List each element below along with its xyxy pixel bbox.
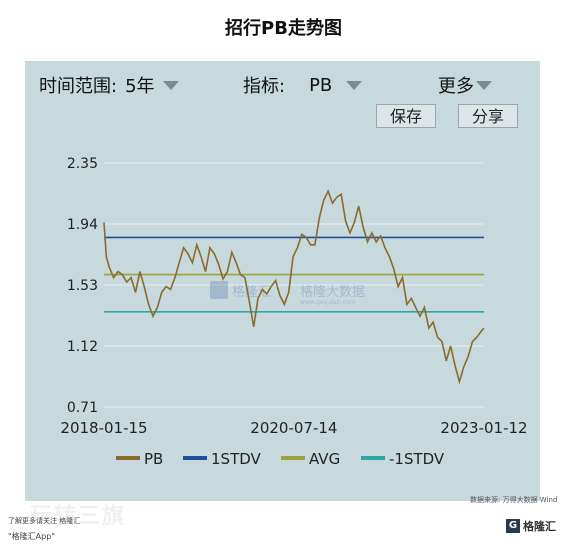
legend-label: PB	[144, 450, 163, 468]
x-tick-label: 2023-01-12	[440, 419, 527, 437]
watermark-text: 格隆大数据	[300, 284, 365, 300]
logo-icon: G	[506, 519, 520, 533]
x-tick-label: 2020-07-14	[250, 419, 337, 437]
indicator-selector[interactable]: 指标: PB	[243, 72, 363, 98]
legend-label: -1STDV	[389, 450, 445, 468]
time-range-label: 时间范围:	[39, 76, 118, 97]
legend-label: 1STDV	[211, 450, 262, 468]
chart-grid	[104, 162, 484, 408]
x-tick-label: 2018-01-15	[60, 419, 147, 437]
legend-label: AVG	[309, 450, 340, 468]
chart-panel	[25, 61, 540, 501]
y-tick-label: 1.12	[67, 339, 98, 355]
more-label: 更多	[438, 76, 474, 97]
watermark-logo-icon	[210, 281, 228, 299]
watermark: 格隆汇 格隆大数据 www.gog.dati.com	[210, 281, 365, 306]
y-tick-label: 1.94	[67, 217, 98, 233]
chevron-down-icon	[476, 80, 492, 90]
logo-text: 格隆汇	[523, 520, 556, 533]
brand-logo: G 格隆汇	[506, 518, 556, 534]
watermark-brand: 格隆汇	[232, 284, 271, 300]
share-button[interactable]: 分享	[458, 104, 518, 128]
data-source: 数据来源: 万得大数据 Wind	[470, 496, 558, 504]
footer-app-note: "格隆汇App"	[8, 532, 55, 541]
y-tick-label: 0.71	[67, 400, 98, 416]
x-axis-ticks: 2018-01-15 2020-07-14 2023-01-12	[60, 419, 527, 437]
time-range-value: 5年	[125, 76, 155, 97]
y-tick-label: 1.53	[67, 278, 98, 294]
page-title: 招行PB走势图	[225, 18, 342, 39]
indicator-label: 指标:	[243, 76, 286, 97]
reference-lines	[104, 236, 484, 313]
y-tick-label: 2.35	[67, 156, 98, 172]
footer-note: 了解更多请关注 格隆汇	[8, 517, 81, 525]
more-menu[interactable]: 更多	[438, 72, 492, 98]
ghost-watermark: 玩转三旗	[30, 504, 127, 529]
y-axis-ticks: 2.35 1.94 1.53 1.12 0.71	[67, 156, 98, 416]
chevron-down-icon	[346, 80, 363, 90]
watermark-url: www.gog.dati.com	[300, 299, 356, 306]
save-button[interactable]: 保存	[376, 104, 436, 128]
time-range-selector[interactable]: 时间范围: 5年	[39, 72, 179, 98]
indicator-value: PB	[309, 74, 333, 96]
series-pb-line	[103, 189, 485, 385]
chevron-down-icon	[162, 80, 179, 90]
chart-legend: PB 1STDV AVG -1STDV	[116, 450, 445, 468]
